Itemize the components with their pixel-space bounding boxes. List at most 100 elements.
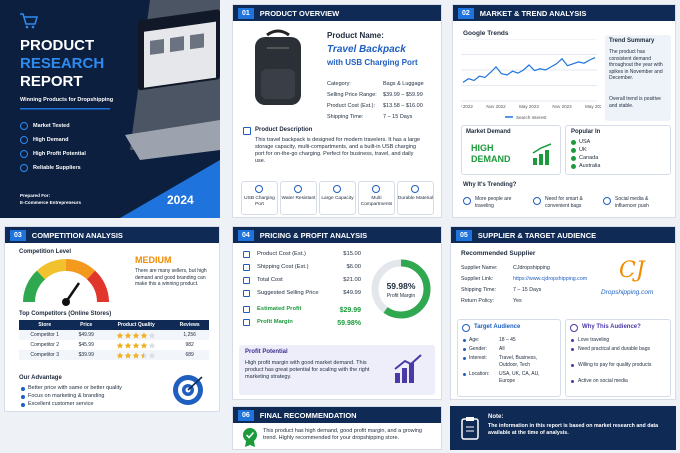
bullet (571, 348, 574, 351)
rating-stars (116, 352, 145, 358)
icon (462, 324, 470, 332)
cell: $49.99 (70, 330, 103, 340)
trend-chart: May 2022 Nov 2022 May 2023 Nov 2023 May 2024… (461, 39, 601, 120)
section-title: FINAL RECOMMENDATION (259, 410, 357, 420)
target-value: Travel, Business, Outdoor, Tech (499, 355, 538, 368)
potential-title: Profit Potential (245, 349, 288, 355)
target-label: Location: (469, 371, 490, 377)
supplier-value: CJdropshipping (513, 265, 550, 271)
demand-icon (532, 143, 552, 165)
level-title: Competition Level (19, 249, 72, 255)
ring-label: 59.98% (386, 281, 416, 291)
check (21, 395, 25, 399)
summary-text: The product has consistent demand throug… (609, 49, 663, 81)
column-header: Reviews (170, 320, 209, 330)
section-number: 02 (458, 7, 474, 19)
why-item: Active on social media (578, 378, 628, 384)
cell: 982 (185, 342, 194, 348)
feature-label: USB Charging Port (244, 196, 275, 208)
cell: Competitor 2 (30, 342, 60, 348)
icon (294, 185, 302, 193)
why-item: Willing to pay for quality products (578, 362, 652, 368)
cover-subtitle: Winning Products for Dropshipping (20, 97, 114, 103)
section-title: MARKET & TREND ANALYSIS (479, 8, 587, 18)
check (571, 148, 576, 153)
icon (20, 122, 28, 130)
rating (116, 342, 156, 348)
summary-text: Overall trend is positive and stable. (609, 96, 661, 109)
spec-label: Shipping Time: (327, 114, 364, 120)
cover-year: 2024 (167, 193, 194, 207)
bullet (463, 373, 466, 376)
star (124, 342, 132, 348)
demand-box (461, 125, 561, 175)
spec-label: Selling Price Range: (327, 92, 377, 98)
row: Competitor 1 $49.99 1,256 (19, 330, 209, 340)
header: 01 PRODUCT OVERVIEW (233, 5, 441, 21)
star-bg (148, 342, 156, 348)
demand-title: Market Demand (466, 129, 511, 135)
icon (20, 150, 28, 158)
note-icon (461, 417, 479, 440)
badge-icon (243, 428, 257, 447)
backpack-image (255, 29, 301, 105)
summary-title: Trend Summary (609, 38, 655, 44)
star (140, 342, 148, 348)
note-label: Note: (488, 414, 504, 420)
advantage: Excellent customer service (28, 401, 94, 407)
star (116, 352, 124, 358)
feature-label: Durable Material (397, 196, 434, 201)
spec-value: 7 – 15 Days (383, 114, 413, 120)
target-value: 18 – 45 (499, 337, 516, 343)
why-item: Love traveling (578, 337, 610, 343)
cell (102, 350, 171, 360)
level-text: There are many sellers, but high demand … (135, 268, 207, 287)
advantage: Better price with same or better quality (28, 385, 122, 391)
icon (463, 197, 471, 205)
popular-title: Popular In (571, 129, 601, 135)
logo-text: Dropshipping.com (601, 289, 654, 296)
product-name: Travel Backpack (327, 44, 406, 55)
supplier-value: Yes (513, 298, 522, 304)
price-value: 59.98% (337, 320, 361, 327)
feature-box (280, 181, 317, 215)
cover-feature: Reliable Suppliers (33, 165, 81, 171)
section-number: 06 (238, 409, 254, 421)
star (116, 332, 124, 338)
why-item: More people are traveling (475, 196, 512, 209)
star (140, 332, 148, 338)
check (571, 156, 576, 161)
cover-art (20, 0, 220, 218)
bullet (571, 339, 574, 342)
icon (603, 197, 611, 205)
competition-panel: 03 COMPETITION ANALYSIS Competition Level… (4, 226, 220, 412)
feature-label: Multi Compartments (360, 196, 393, 208)
star (124, 352, 132, 358)
bullet (463, 357, 466, 360)
spec-value: Bags & Luggage (383, 81, 424, 87)
cover-feature: High Profit Potential (33, 151, 86, 157)
potential-text: High profit margin with good market dema… (245, 360, 370, 381)
price-label: Profit Margin (257, 319, 293, 325)
rating-stars (116, 342, 148, 348)
spec-label: Category: (327, 81, 351, 87)
header: 02 MARKET & TREND ANALYSIS (453, 5, 675, 21)
star (132, 342, 140, 348)
rating-stars (116, 332, 148, 338)
feature-box (241, 181, 278, 215)
supplier-label: Supplier Name: (461, 265, 498, 271)
icon (533, 197, 541, 205)
price-value: $49.99 (343, 290, 361, 296)
icon (243, 319, 250, 326)
ring-caption: Profit Margin (386, 293, 416, 299)
trends-title: Google Trends (463, 30, 509, 37)
x-tick-label: May 2024 (585, 104, 601, 109)
section-title: PRODUCT OVERVIEW (259, 8, 340, 18)
icon (243, 306, 250, 313)
icon (20, 136, 28, 144)
note-box: Note: The information in this report is … (450, 406, 676, 450)
section-number: 05 (456, 229, 472, 241)
demand-value: HIGH DEMAND (471, 143, 511, 164)
feature-box (358, 181, 395, 215)
